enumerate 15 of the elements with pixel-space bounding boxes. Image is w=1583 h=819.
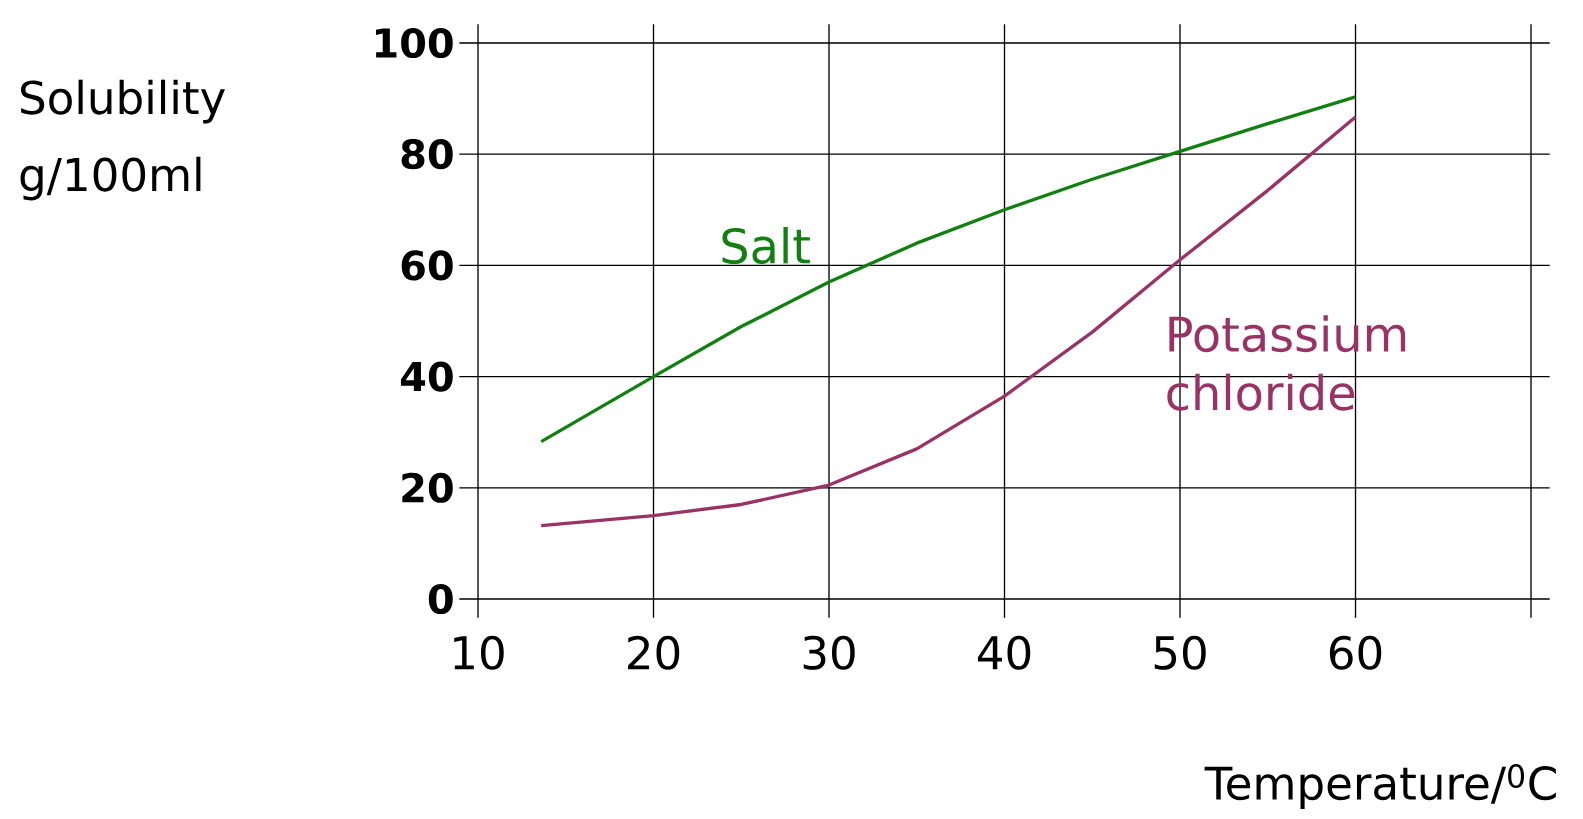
y-tick-label: 40	[400, 361, 453, 392]
x-axis-title: Temperature/$^{0}$C	[1204, 764, 1556, 809]
y-tick-label: 100	[375, 27, 453, 59]
y-tick-label: 0	[428, 583, 453, 615]
series-label: Salt	[722, 227, 810, 265]
x-tick-label: 30	[803, 635, 855, 670]
x-tick-label: 40	[977, 635, 1031, 670]
x-tick-label: 60	[1329, 635, 1382, 670]
y-tick-label: 80	[401, 139, 453, 170]
x-tick-label: 20	[628, 635, 680, 670]
x-tick-label: 50	[1154, 635, 1206, 670]
y-tick-label: 20	[402, 472, 453, 503]
x-tick-label: 10	[454, 635, 504, 670]
y-tick-label: 60	[401, 250, 453, 281]
y-axis-title: Solubility g/100ml	[20, 79, 225, 201]
